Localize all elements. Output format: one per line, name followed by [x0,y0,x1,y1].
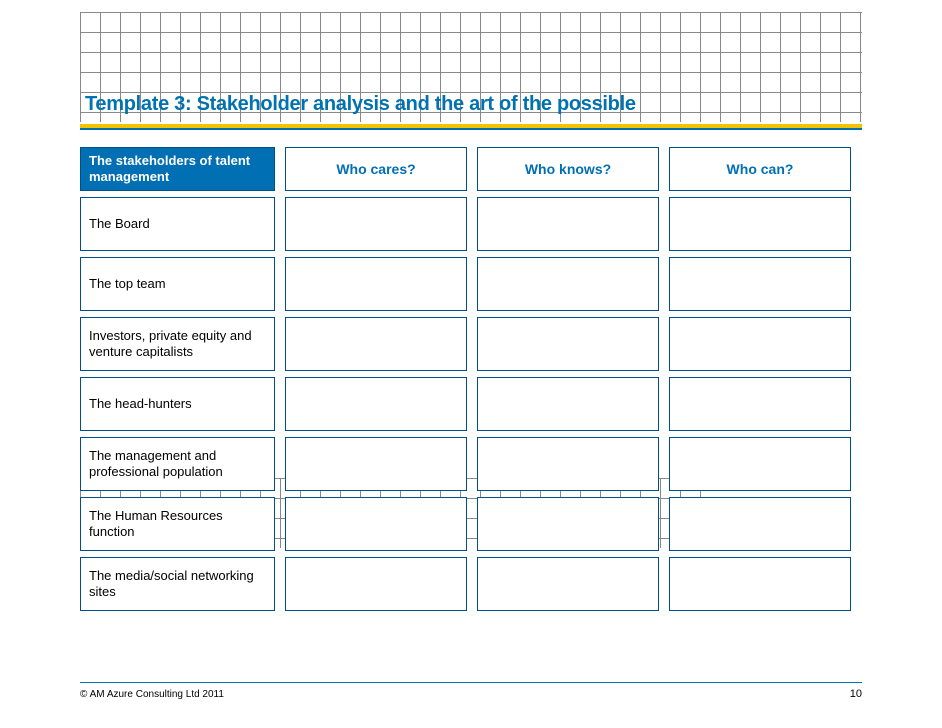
empty-cell [477,377,659,431]
table-row: Investors, private equity and venture ca… [80,317,862,371]
row-label: Investors, private equity and venture ca… [80,317,275,371]
empty-cell [669,197,851,251]
footer-page-number: 10 [850,688,862,700]
row-label: The media/social networking sites [80,557,275,611]
empty-cell [669,377,851,431]
empty-cell [669,317,851,371]
empty-cell [477,557,659,611]
empty-cell [669,257,851,311]
footer-rule [80,682,862,683]
empty-cell [669,557,851,611]
header-cell-who-can: Who can? [669,147,851,191]
empty-cell [477,497,659,551]
empty-cell [285,557,467,611]
row-label: The Board [80,197,275,251]
empty-cell [477,257,659,311]
row-label: The management and professional populati… [80,437,275,491]
empty-cell [285,377,467,431]
table-row: The Board [80,197,862,251]
empty-cell [669,497,851,551]
stakeholder-table: The stakeholders of talent management Wh… [80,147,862,617]
empty-cell [285,437,467,491]
table-row: The media/social networking sites [80,557,862,611]
empty-cell [285,497,467,551]
header-cell-stakeholders: The stakeholders of talent management [80,147,275,191]
header-cell-who-knows: Who knows? [477,147,659,191]
footer-copyright: © AM Azure Consulting Ltd 2011 [80,689,224,700]
empty-cell [669,437,851,491]
table-row: The management and professional populati… [80,437,862,491]
row-label: The head-hunters [80,377,275,431]
table-row: The Human Resources function [80,497,862,551]
table-row: The top team [80,257,862,311]
table-row: The head-hunters [80,377,862,431]
row-label: The top team [80,257,275,311]
table-header-row: The stakeholders of talent management Wh… [80,147,862,191]
accent-rule-blue [80,128,862,130]
page-title: Template 3: Stakeholder analysis and the… [85,93,636,116]
row-label: The Human Resources function [80,497,275,551]
empty-cell [477,197,659,251]
header-cell-who-cares: Who cares? [285,147,467,191]
empty-cell [285,197,467,251]
empty-cell [285,317,467,371]
empty-cell [477,437,659,491]
empty-cell [285,257,467,311]
empty-cell [477,317,659,371]
